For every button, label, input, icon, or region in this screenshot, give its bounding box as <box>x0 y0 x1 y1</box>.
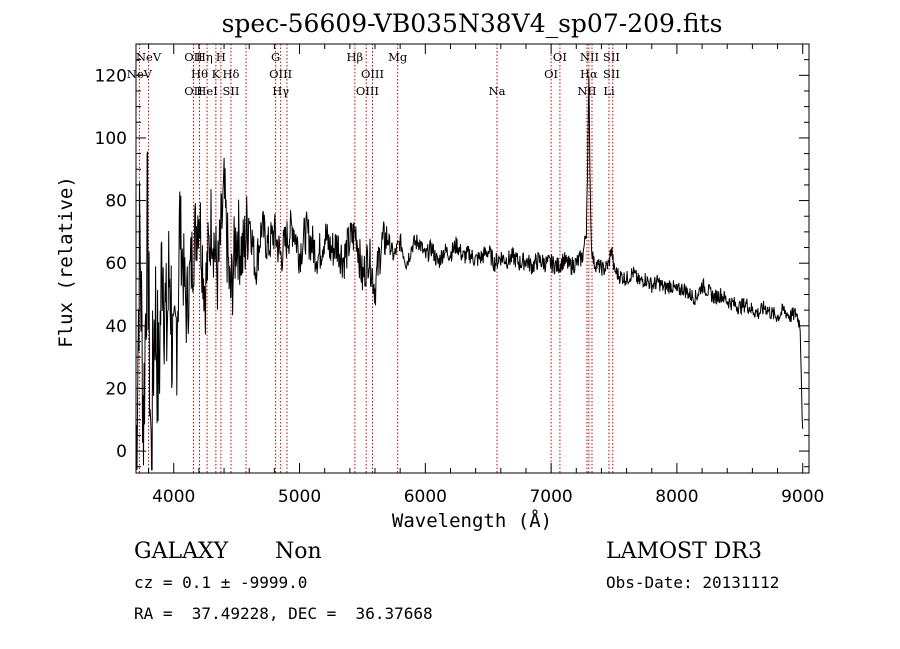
y-axis-label: Flux (relative) <box>55 176 77 348</box>
y-axis-ticks: 0 20 40 60 80 100 120 <box>95 59 809 468</box>
line-label-8: H <box>216 50 226 64</box>
line-label-10: SII <box>222 84 239 98</box>
line-label-25: SII <box>603 67 620 81</box>
x-tick-label-4000: 4000 <box>152 487 195 507</box>
x-tick-label-7000: 7000 <box>529 487 572 507</box>
object-subclass: Non <box>275 539 322 564</box>
line-label-22: Hα <box>580 67 598 81</box>
x-tick-label-8000: 8000 <box>655 487 698 507</box>
redshift-line: cz = 0.1 ± -9999.0 <box>134 573 307 592</box>
line-label-11: G <box>271 50 280 64</box>
line-labels: NeV NeV OII OII Hθ Hη HeI KH Hδ SII G OIII Hγ Hβ OIII O… <box>127 50 620 98</box>
y-tick-label-20: 20 <box>105 379 127 399</box>
obs-date-line: Obs-Date: 20131112 <box>606 573 779 592</box>
y-tick-label-120: 120 <box>95 66 127 86</box>
line-label-23: NII <box>577 84 596 98</box>
line-label-9: Hδ <box>222 67 239 81</box>
plot-frame <box>135 43 810 474</box>
line-label-19: OI <box>553 50 567 64</box>
x-tick-label-6000: 6000 <box>404 487 447 507</box>
spectrum-group <box>135 76 804 471</box>
x-tick-label-5000: 5000 <box>278 487 321 507</box>
line-label-4: Hθ <box>191 67 208 81</box>
line-label-21: NII <box>580 50 599 64</box>
object-class: GALAXY <box>134 539 229 564</box>
line-label-1: NeV <box>136 50 162 64</box>
line-label-15: OIII <box>361 67 384 81</box>
line-label-14: Hβ <box>347 50 364 64</box>
line-label-2: OII <box>184 84 203 98</box>
x-axis-ticks: 4000 5000 6000 7000 8000 9000 <box>148 44 824 507</box>
line-label-16: OIII <box>356 84 379 98</box>
line-label-0: NeV <box>127 67 153 81</box>
line-label-12: OIII <box>269 67 292 81</box>
spectrum-line <box>135 76 804 471</box>
line-label-5: Hη <box>196 50 213 64</box>
line-label-26: Li <box>603 84 615 98</box>
y-tick-label-40: 40 <box>105 317 127 337</box>
y-tick-label-80: 80 <box>105 192 127 212</box>
x-axis-label: Wavelength (Å) <box>392 509 552 532</box>
line-label-20: OI <box>544 67 558 81</box>
coordinates-line: RA = 37.49228, DEC = 36.37668 <box>134 604 433 623</box>
line-label-6: HeI <box>196 84 217 98</box>
line-label-17: Mg <box>388 50 408 64</box>
line-label-3: OII <box>184 50 203 64</box>
survey-name: LAMOST DR3 <box>606 539 762 564</box>
y-tick-label-100: 100 <box>95 129 127 149</box>
y-tick-label-0: 0 <box>116 442 127 462</box>
chart-title: spec-56609-VB035N38V4_sp07-209.fits <box>222 9 723 38</box>
y-tick-label-60: 60 <box>105 254 127 274</box>
line-label-7: K <box>212 67 221 81</box>
x-tick-label-9000: 9000 <box>781 487 824 507</box>
line-label-24: SII <box>603 50 620 64</box>
line-label-18: Na <box>489 84 506 98</box>
line-label-13: Hγ <box>272 84 289 98</box>
